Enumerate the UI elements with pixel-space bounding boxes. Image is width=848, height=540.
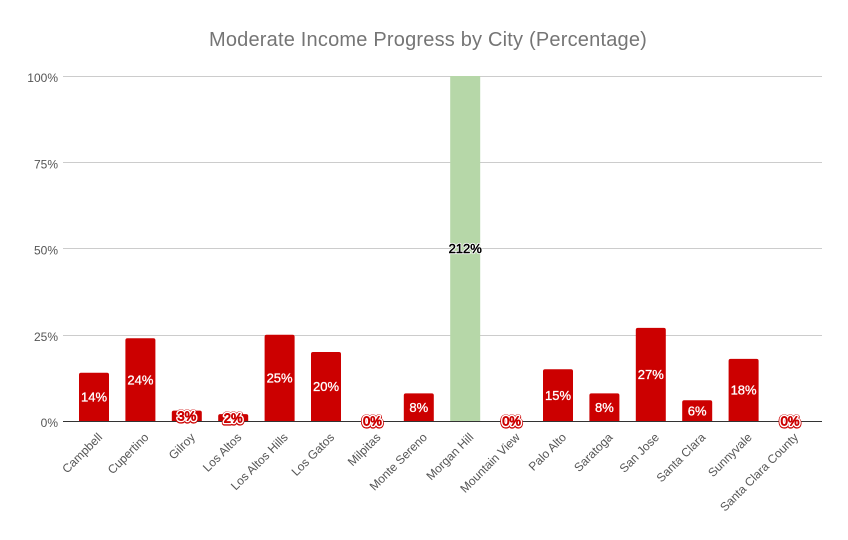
svg-text:25%: 25% bbox=[267, 371, 293, 386]
svg-text:50%: 50% bbox=[34, 244, 58, 258]
svg-text:212%: 212% bbox=[449, 241, 483, 256]
svg-text:20%: 20% bbox=[313, 379, 339, 394]
svg-text:6%: 6% bbox=[688, 403, 707, 418]
svg-text:8%: 8% bbox=[595, 400, 614, 415]
svg-text:0%: 0% bbox=[781, 414, 800, 429]
svg-text:2%: 2% bbox=[224, 410, 243, 425]
svg-text:3%: 3% bbox=[177, 409, 196, 424]
svg-text:0%: 0% bbox=[363, 414, 382, 429]
svg-text:212%: 212% bbox=[449, 241, 483, 256]
svg-text:24%: 24% bbox=[127, 372, 153, 387]
svg-text:0%: 0% bbox=[41, 416, 59, 430]
svg-text:2%: 2% bbox=[224, 411, 243, 426]
svg-text:0%: 0% bbox=[781, 414, 800, 429]
svg-text:3%: 3% bbox=[177, 409, 196, 424]
svg-text:100%: 100% bbox=[27, 71, 58, 85]
svg-text:8%: 8% bbox=[409, 400, 428, 415]
svg-text:25%: 25% bbox=[34, 330, 58, 344]
svg-text:0%: 0% bbox=[363, 414, 382, 429]
svg-text:27%: 27% bbox=[638, 367, 664, 382]
svg-text:0%: 0% bbox=[502, 414, 521, 429]
svg-text:0%: 0% bbox=[502, 414, 521, 429]
svg-text:2%: 2% bbox=[224, 410, 243, 425]
svg-text:0%: 0% bbox=[363, 414, 382, 429]
svg-text:14%: 14% bbox=[81, 390, 107, 405]
svg-text:Moderate Income Progress by Ci: Moderate Income Progress by City (Percen… bbox=[209, 29, 647, 51]
svg-text:15%: 15% bbox=[545, 388, 571, 403]
svg-text:3%: 3% bbox=[177, 409, 196, 424]
svg-text:0%: 0% bbox=[502, 414, 521, 429]
svg-text:18%: 18% bbox=[731, 383, 757, 398]
svg-text:0%: 0% bbox=[781, 414, 800, 429]
svg-text:75%: 75% bbox=[34, 157, 58, 171]
